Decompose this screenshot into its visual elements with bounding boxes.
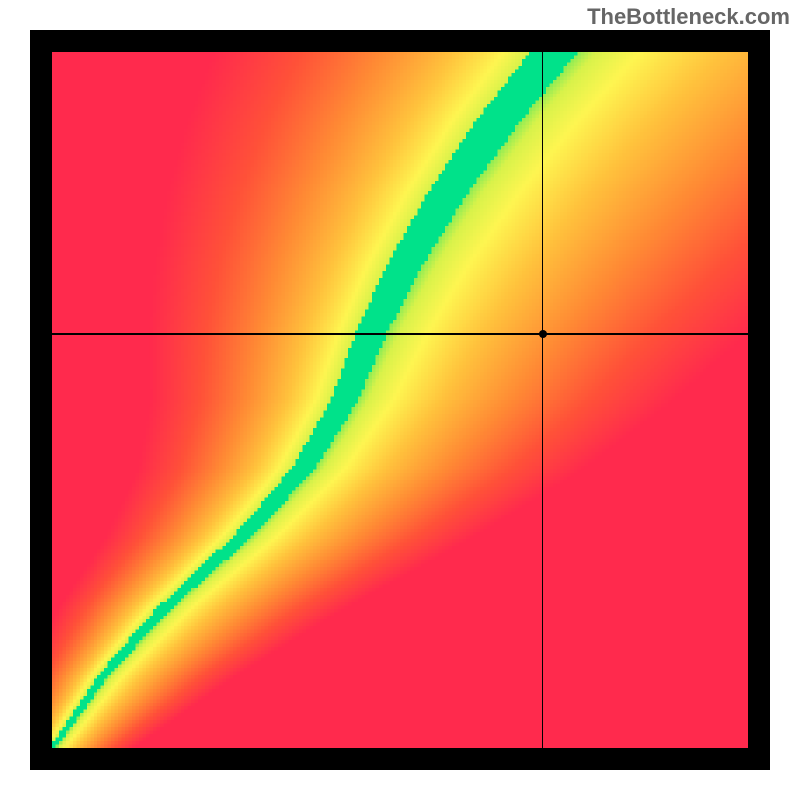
- bottleneck-heatmap: [52, 52, 748, 748]
- chart-frame: [30, 30, 770, 770]
- crosshair-horizontal: [52, 333, 748, 335]
- crosshair-marker: [539, 330, 547, 338]
- watermark-text: TheBottleneck.com: [587, 4, 790, 30]
- crosshair-vertical: [542, 52, 544, 748]
